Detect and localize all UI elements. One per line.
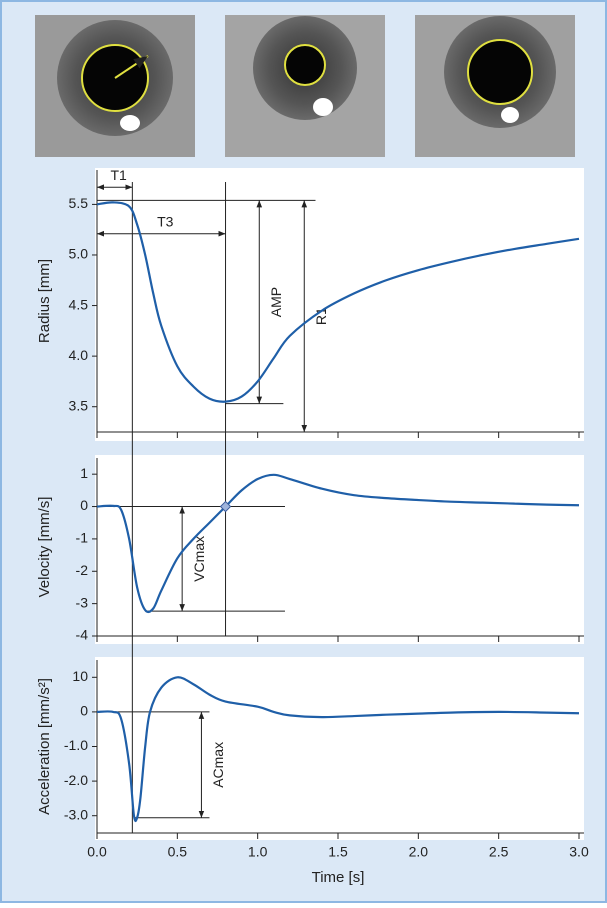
annotation-label: R1 — [313, 307, 329, 325]
y-tick-label: 10 — [72, 668, 88, 684]
y-tick-label: 1 — [80, 465, 88, 481]
panel — [95, 657, 584, 840]
x-tick-label: 1.0 — [248, 844, 268, 860]
y-tick-label: 4.5 — [69, 296, 89, 312]
x-axis-title: Time [s] — [312, 869, 365, 886]
annotation-label: VCmax — [191, 536, 207, 582]
y-tick-label: 3.5 — [69, 397, 89, 413]
eye-photo — [225, 15, 385, 157]
y-tick-label: 0 — [80, 703, 88, 719]
y-tick-label: -3 — [76, 594, 89, 610]
data-line — [96, 676, 580, 823]
x-tick-label: 1.5 — [328, 844, 348, 860]
y-axis-title: Radius [mm] — [36, 259, 53, 343]
annotation-label: AMP — [268, 287, 284, 317]
y-tick-label: -1.0 — [64, 737, 88, 753]
annotation-label: T3 — [157, 213, 174, 229]
eye-photo — [35, 15, 195, 157]
x-tick-label: 0.5 — [168, 844, 188, 860]
y-tick-label: 5.0 — [69, 246, 89, 262]
x-tick-label: 0.0 — [87, 844, 107, 860]
eye-photo — [415, 15, 575, 157]
y-tick-label: -1 — [76, 530, 89, 546]
y-axis-title: Velocity [mm/s] — [36, 497, 53, 598]
y-axis-title: Acceleration [mm/s²] — [36, 678, 53, 815]
annotation-label: ACmax — [210, 742, 226, 788]
panel — [95, 455, 584, 644]
x-tick-label: 2.5 — [489, 844, 509, 860]
y-tick-label: -2 — [76, 562, 89, 578]
data-line — [96, 473, 580, 614]
x-tick-label: 3.0 — [569, 844, 589, 860]
data-line — [96, 201, 580, 403]
panel — [95, 168, 584, 441]
point-marker — [219, 500, 232, 513]
y-tick-label: -3.0 — [64, 806, 88, 822]
y-tick-label: 0 — [80, 497, 88, 513]
y-tick-label: -2.0 — [64, 772, 88, 788]
annotation-label: T1 — [111, 167, 128, 183]
y-tick-label: 4.0 — [69, 347, 89, 363]
y-tick-label: -4 — [76, 627, 89, 643]
y-tick-label: 5.5 — [69, 195, 89, 211]
x-tick-label: 2.0 — [409, 844, 429, 860]
